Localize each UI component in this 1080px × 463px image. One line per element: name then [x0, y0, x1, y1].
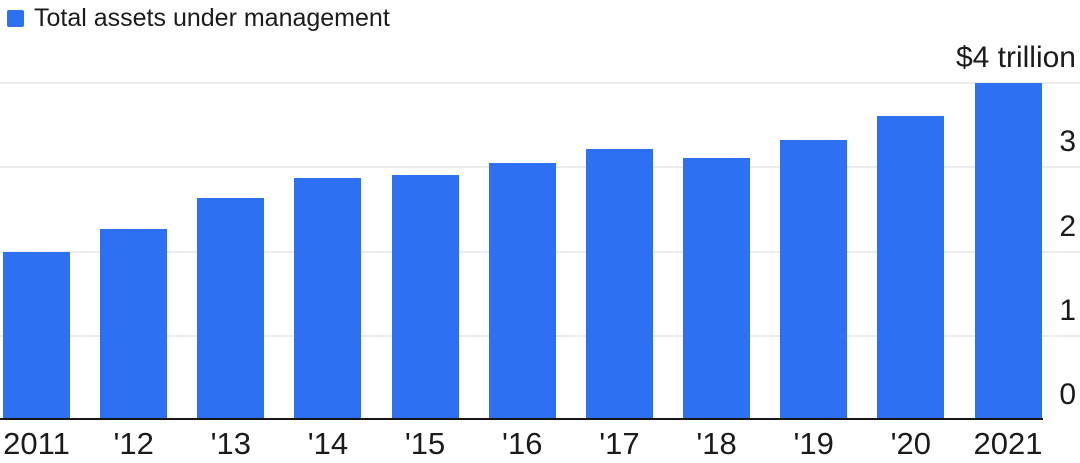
- x-tick-label-13: '13: [210, 426, 251, 461]
- x-tick-label-2011: 2011: [3, 426, 70, 461]
- gridline-4: [0, 82, 1080, 84]
- bar-15: [391, 174, 459, 420]
- y-tick-label-0: 0: [1059, 378, 1076, 411]
- y-tick-label-4: $4 trillion: [955, 41, 1076, 74]
- bar-20: [877, 115, 945, 420]
- bar-16: [488, 163, 556, 420]
- bar-13: [197, 198, 265, 420]
- y-tick-label-2: 2: [1059, 209, 1076, 243]
- y-tick-label-1: 1: [1059, 293, 1076, 327]
- x-tick-label-14: '14: [307, 426, 349, 461]
- y-tick-label-3: 3: [1059, 125, 1076, 159]
- legend: Total assets under management: [7, 6, 390, 31]
- x-tick-label-19: '19: [793, 426, 834, 461]
- bar-2011: [3, 251, 70, 420]
- bar-12: [100, 228, 168, 420]
- bar-19: [780, 140, 848, 420]
- x-tick-label-12: '12: [113, 426, 154, 461]
- bar-2021: [974, 83, 1042, 420]
- x-tick-label-15: '15: [404, 426, 446, 461]
- x-tick-label-20: '20: [890, 426, 932, 461]
- bar-14: [294, 178, 362, 420]
- bar-18: [683, 157, 751, 420]
- x-tick-label-18: '18: [696, 426, 737, 461]
- x-tick-label-16: '16: [502, 426, 543, 461]
- x-tick-label-17: '17: [599, 426, 640, 461]
- legend-label: Total assets under management: [34, 4, 390, 32]
- x-tick-label-2021: 2021: [973, 426, 1043, 461]
- legend-swatch-icon: [7, 10, 24, 27]
- bar-17: [585, 148, 653, 420]
- x-axis-line: [0, 418, 1043, 420]
